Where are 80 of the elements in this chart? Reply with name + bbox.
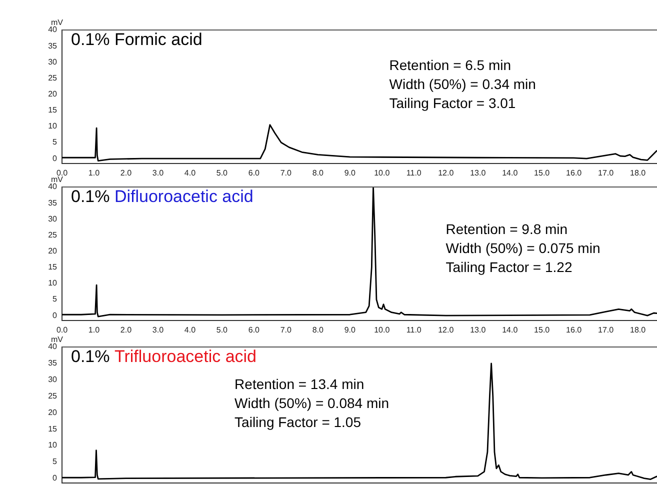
x-tick-label: 17.0 [598,168,614,178]
y-tick-label: 20 [48,408,58,417]
y-tick-label: 5 [52,138,58,147]
x-tick-label: 5.0 [216,325,228,334]
annotation: Retention = 6.5 min [389,57,512,74]
y-tick-label: 25 [48,230,58,240]
x-tick-label: 14.0 [502,168,518,178]
x-tick-label: 12.0 [438,168,454,178]
x-tick-label: 13.0 [470,325,486,334]
x-tick-label: 11.0 [406,168,422,178]
y-axis-title: mV [51,335,64,344]
x-tick-label: 3.0 [152,325,164,334]
y-tick-label: 15 [48,424,58,434]
x-tick-label: 6.0 [248,168,260,178]
chart-title: 0.1% Trifluoroacetic acid [71,347,257,366]
x-tick-label: 10.0 [374,325,390,334]
x-tick-label: 18.0 [630,168,646,178]
y-tick-label: 10 [48,278,58,288]
x-tick-label: 8.0 [312,168,324,178]
y-tick-label: 30 [48,214,58,224]
y-tick-label: 15 [48,106,58,115]
y-tick-label: 25 [48,391,58,400]
y-tick-label: 40 [48,25,58,34]
x-tick-label: 14.0 [502,325,518,334]
y-tick-label: 5 [52,294,58,304]
x-tick-label: 1.0 [88,168,100,178]
y-tick-label: 20 [48,89,58,98]
annotation: Retention = 9.8 min [446,220,568,237]
annotation: Width (50%) = 0.084 min [234,395,390,412]
x-tick-label: 4.0 [184,168,196,178]
annotation: Tailing Factor = 1.22 [446,258,572,275]
y-axis-title: mV [51,18,64,28]
x-tick-label: 0.0 [56,325,68,334]
y-tick-label: 40 [48,342,58,352]
y-tick-label: 30 [48,57,58,66]
y-tick-label: 35 [48,198,58,208]
x-tick-label: 9.0 [344,168,356,178]
y-tick-label: 0 [52,473,58,482]
x-tick-label: 17.0 [598,325,614,334]
annotation: Retention = 13.4 min [234,376,364,392]
y-tick-label: 10 [48,440,58,450]
x-tick-label: 16.0 [566,168,582,178]
x-tick-label: 3.0 [152,168,164,178]
y-tick-label: 0 [52,310,58,320]
x-tick-label: 2.0 [120,168,132,178]
x-tick-label: 2.0 [120,325,132,334]
x-tick-label: 0.0 [56,168,68,178]
x-tick-label: 13.0 [470,168,486,178]
y-tick-label: 5 [52,457,58,466]
annotation: Width (50%) = 0.075 min [446,240,600,256]
y-tick-label: 0 [52,154,58,163]
x-tick-label: 11.0 [406,325,422,334]
x-tick-label: 18.0 [630,325,646,334]
x-tick-label: 5.0 [216,168,228,178]
annotation: Width (50%) = 0.34 min [389,76,536,92]
y-axis-title: mV [51,175,64,184]
annotation: Tailing Factor = 1.05 [234,414,362,430]
x-tick-label: 6.0 [248,325,260,334]
x-tick-label: 7.0 [280,168,292,178]
x-tick-label: 7.0 [280,325,292,334]
x-tick-label: 1.0 [88,325,100,334]
x-tick-label: 10.0 [374,168,390,178]
y-tick-label: 35 [48,358,58,368]
x-tick-label: 8.0 [312,325,324,334]
chart-title: 0.1% Formic acid [71,30,202,50]
x-tick-label: 9.0 [344,325,356,334]
y-tick-label: 30 [48,375,58,384]
y-tick-label: 10 [48,122,58,131]
x-tick-label: 16.0 [566,325,582,334]
y-tick-label: 35 [48,41,58,50]
x-tick-label: 12.0 [438,325,454,334]
x-tick-label: 4.0 [184,325,196,334]
y-tick-label: 15 [48,262,58,272]
y-tick-label: 20 [48,246,58,256]
y-tick-label: 25 [48,73,58,82]
x-tick-label: 15.0 [534,168,550,178]
y-tick-label: 40 [48,182,58,192]
annotation: Tailing Factor = 3.01 [389,95,516,112]
chart-title: 0.1% Difluoroacetic acid [71,187,254,206]
x-tick-label: 15.0 [534,325,550,334]
